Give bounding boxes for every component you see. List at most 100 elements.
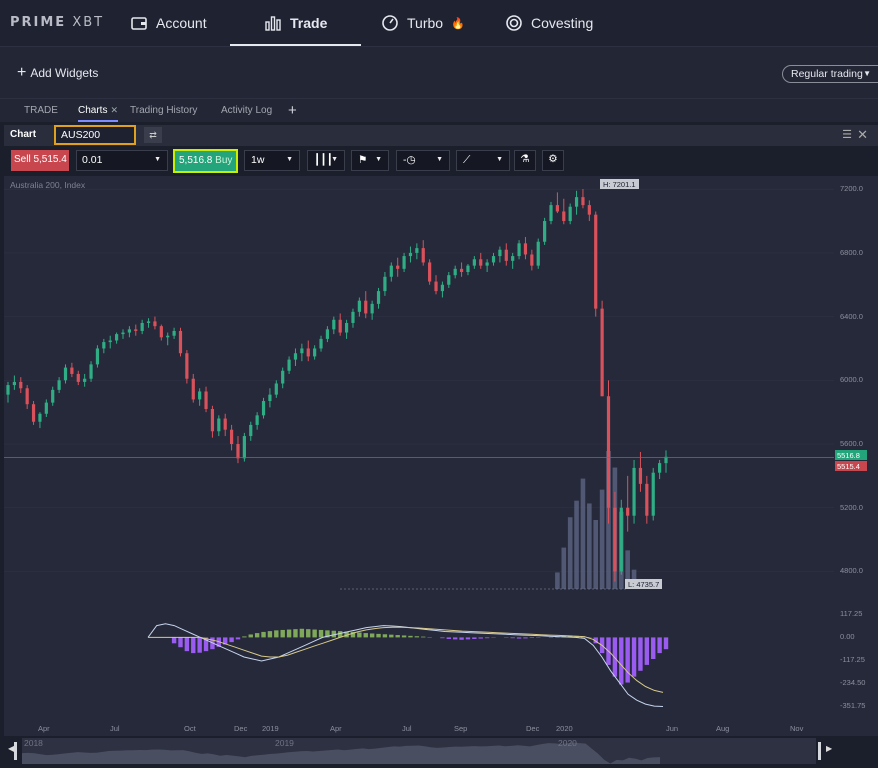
settings-button[interactable]: ⚙ [542,150,564,171]
candle [632,459,636,524]
macd-histogram-bar [376,633,381,638]
studies-button[interactable]: ⚗ [514,150,536,171]
nav-trade[interactable]: Trade [229,0,362,46]
trading-mode-select[interactable]: Regular trading ▼ [782,65,878,83]
nav-covesting[interactable]: Covesting [505,0,593,46]
candle-body [453,268,457,276]
candle [498,246,502,263]
macd-histogram-bar [184,637,190,652]
add-widgets-button[interactable]: + Add Widgets [17,64,99,81]
nav-account[interactable]: Account [130,0,207,46]
chart-area[interactable] [4,176,878,736]
candle-body [408,252,413,257]
macd-histogram-bar [593,637,598,644]
symbol-input[interactable]: AUS200 [54,125,136,145]
candle-body [236,444,240,459]
candle-body [645,483,649,516]
close-tab-icon[interactable]: ✕ [110,105,118,115]
candle [485,259,489,273]
candle-body [357,300,361,312]
close-panel-icon[interactable]: ✕ [857,127,868,142]
candle-body [344,322,349,333]
low-price-tag: L: 4735.7 [625,579,663,589]
volume-bar [593,520,599,589]
candle-body [146,321,151,323]
panel-title: Chart [10,129,37,140]
candle-body [185,353,189,379]
navigator-strip[interactable] [0,736,878,766]
indicators-select[interactable]: ⚑ ▼ [351,150,389,171]
tab-trade[interactable]: TRADE [24,105,58,116]
flask-icon: ⚗ [520,153,530,165]
covesting-icon [506,15,522,31]
buy-button[interactable]: 5,516.8 Buy [173,149,238,173]
candle [172,327,176,339]
candle-body [217,418,221,432]
candle-body [619,507,623,572]
candle [638,451,643,492]
candle [511,252,515,269]
volume-bar [587,503,592,589]
candle-body [63,367,68,381]
candle-body [172,330,176,336]
candle [38,412,42,429]
tab-trading-history[interactable]: Trading History [130,105,198,116]
bar-chart-icon [265,16,281,31]
candle-body [581,197,585,206]
chevron-down-icon: ▼ [863,69,871,78]
price-tick-label: 6800.0 [840,247,863,257]
candle [415,243,419,260]
crosshair-select[interactable]: -◷ ▼ [396,150,450,171]
candle-body [31,404,36,422]
brand-logo[interactable]: PRIME XBT [10,15,105,30]
widget-bar: + Add Widgets Regular trading ▼ [0,46,878,98]
candle [281,367,285,389]
macd-tick-label: 0.00 [840,632,855,642]
candle-body [19,381,23,389]
candle [166,332,170,346]
fire-icon: 🔥 [451,17,465,30]
chart-type-select[interactable]: ┃┃┃ ▼ [307,150,345,171]
quantity-select[interactable]: 0.01 ▼ [76,150,168,171]
volume-bar [555,572,560,589]
tab-activity-log[interactable]: Activity Log [221,105,273,116]
compare-symbols-button[interactable]: ⇄ [144,127,162,143]
tab-charts[interactable]: Charts ✕ [78,105,118,122]
macd-histogram-bar [191,637,196,654]
macd-tick-label: -351.75 [840,701,866,711]
interval-select[interactable]: 1w ▼ [244,150,300,171]
macd-histogram-bar [657,637,662,654]
caret-down-icon: ▼ [496,156,503,163]
candle-body [402,256,406,269]
candle-body [562,211,566,222]
candle-body [396,265,400,269]
candle-body [249,424,253,437]
candle-body [549,205,553,222]
sell-button[interactable]: Sell 5,515.4 [11,150,69,171]
plus-icon: + [17,64,27,81]
candle [83,373,87,387]
macd-histogram-bar [478,637,483,639]
navigator-left-arrow[interactable]: ◀ [8,744,15,753]
candle [587,200,591,222]
candle-body [664,456,668,464]
add-tab-button[interactable]: + [288,102,297,119]
candle-body [281,370,285,384]
hamburger-menu-icon[interactable]: ☰ [842,129,852,141]
speedometer-icon [382,15,398,31]
candle-body [134,329,138,331]
drawing-tool-select[interactable]: ⟋ ▼ [456,150,510,171]
price-tick-label: 7200.0 [840,184,863,194]
candle [44,399,48,417]
nav-turbo[interactable]: Turbo 🔥 [381,0,465,46]
top-nav: PRIME XBT Account Trade Turbo 🔥 Covestin… [0,0,878,46]
candle-body [517,243,521,257]
candle [51,386,55,406]
candle-body [485,262,489,266]
candle [606,380,611,524]
navigator-right-arrow[interactable]: ▶ [826,744,833,753]
macd-tick-label: 117.25 [840,609,863,619]
bid-price-tag: 5515.4 [835,461,867,471]
macd-histogram-bar [299,628,305,638]
